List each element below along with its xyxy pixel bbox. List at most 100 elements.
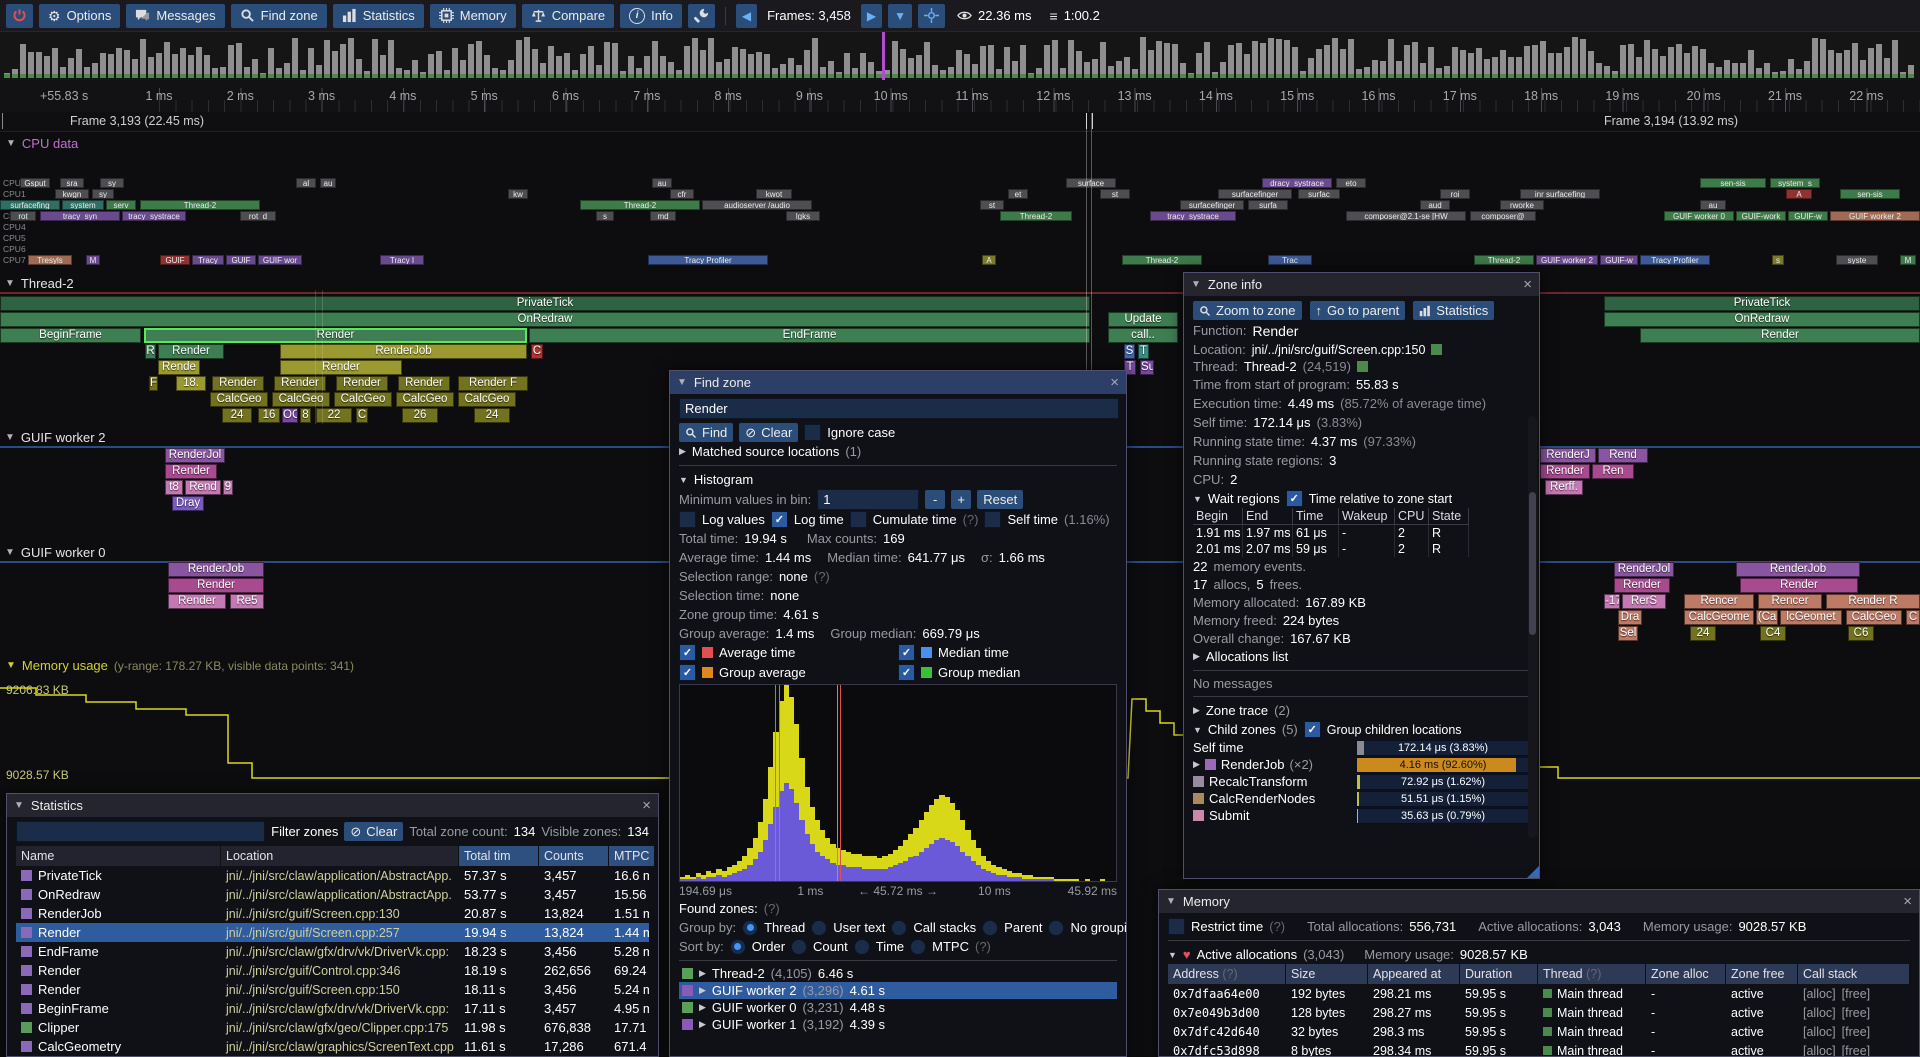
power-button[interactable] [6,3,33,28]
found-zone-group[interactable]: ▶ GUIF worker 0 (3,231) 4.48 s [679,999,1117,1016]
cpu-zone[interactable]: s [1772,255,1784,265]
frame-bar[interactable] [92,62,98,78]
cpu-zone[interactable]: surfacefing [0,200,60,210]
group-by-radio-call-stacks[interactable] [891,919,908,936]
frame-bar[interactable] [1852,42,1858,78]
frame-bar[interactable] [1580,39,1586,78]
frame-bar[interactable] [132,58,138,78]
memory-column-header[interactable]: Appeared at [1368,964,1460,984]
frame-bar[interactable] [1452,47,1458,78]
tools-button[interactable] [687,3,715,28]
timeline-zone[interactable]: S [1124,344,1135,359]
frame-bar[interactable] [1508,57,1514,78]
frame-bar[interactable] [1596,62,1602,78]
frame-bar[interactable] [364,71,370,78]
frame-bar[interactable] [308,47,314,78]
memory-column-header[interactable]: Duration [1460,964,1538,984]
next-frame-button[interactable]: ▶ [860,3,883,28]
cpu-zone[interactable]: GUIF wor [258,255,302,265]
frame-bar[interactable] [68,57,74,78]
frame-bar[interactable] [1612,71,1618,78]
frame-bar[interactable] [1484,58,1490,78]
time-relative-checkbox[interactable] [1285,490,1303,507]
frame-bar[interactable] [228,44,234,78]
frame-bar[interactable] [1668,47,1674,78]
timeline-zone[interactable]: Rencer [1684,594,1754,609]
cpu-zone[interactable]: rot_d [240,211,276,221]
cpu-zone[interactable]: rot [10,211,36,221]
cpu-zone[interactable]: audioserver /audio [702,200,812,210]
frame-bar[interactable] [1428,47,1434,78]
frame-bar[interactable] [508,60,514,78]
timeline-zone[interactable]: Render [158,344,224,359]
zone-statistics-button[interactable]: Statistics [1413,301,1495,320]
frame-bar[interactable] [908,57,914,78]
frame-bar[interactable] [724,59,730,78]
legend-checkbox[interactable] [898,663,915,681]
frame-bar[interactable] [124,49,130,78]
cpu-zone[interactable]: Gsput [20,178,50,188]
frame-bar[interactable] [1468,52,1474,78]
cpu-zone[interactable]: s [596,211,614,221]
timeline-zone[interactable]: CalcGeo [334,392,392,407]
frame-bar[interactable] [660,55,666,78]
cpu-zone[interactable]: composer@ [1470,211,1536,221]
frame-bar[interactable] [1348,39,1354,78]
frame-bar[interactable] [1732,63,1738,78]
frame-bar[interactable] [1044,45,1050,78]
frame-bar[interactable] [12,69,18,78]
frame-bar[interactable] [604,41,610,78]
frame-bar[interactable] [1076,51,1082,78]
frame-bar[interactable] [452,47,458,78]
statistics-titlebar[interactable]: ▼ Statistics × [7,794,658,817]
frame-bar[interactable] [820,67,826,78]
found-zone-group[interactable]: ▶ GUIF worker 1 (3,192) 4.39 s [679,1016,1117,1033]
frame-bar[interactable] [644,56,650,78]
frame-bar[interactable] [340,44,346,78]
frame-bar[interactable] [1828,49,1834,78]
frame-bar[interactable] [444,70,450,78]
frame-bar[interactable] [692,37,698,78]
frame-bar[interactable] [588,45,594,78]
frame-bar[interactable] [1116,61,1122,78]
timeline-zone[interactable]: T [1124,360,1136,375]
timeline-zone[interactable]: PrivateTick [0,296,1090,311]
timeline-zone[interactable]: Render [1740,578,1858,593]
cpu-zone[interactable]: tracy_syn [40,211,120,221]
timeline-zone[interactable]: Rencer [1758,594,1822,609]
cpu-zone[interactable]: sra [60,178,84,188]
frame-bar[interactable] [1764,63,1770,78]
scrollbar-thumb[interactable] [1529,491,1536,636]
cpu-zone[interactable]: GUIF worker 2 [1536,255,1598,265]
timeline-zone[interactable]: 24 [222,408,252,423]
frame-bar[interactable] [1068,39,1074,78]
cpu-zone[interactable]: GUIF [226,255,256,265]
frame-bar[interactable] [1868,47,1874,78]
found-zone-group[interactable]: ▶ Thread-2 (4,105) 6.46 s [679,965,1117,982]
frame-bar[interactable] [1844,49,1850,78]
frame-bar[interactable] [1500,49,1506,78]
statistics-row[interactable]: Render jni/../jni/src/guif/Screen.cpp:150… [16,980,649,999]
legend-checkbox[interactable] [898,643,915,661]
legend-item[interactable]: Group median [898,663,1117,681]
cpu-zone[interactable]: rworke [1500,200,1544,210]
frame-bar[interactable] [1084,62,1090,78]
cpu-zone[interactable]: GUIF-work [1736,211,1786,221]
frame-bar[interactable] [1132,68,1138,78]
timeline-zone[interactable]: (Ca [1756,610,1778,625]
frame-bar[interactable] [1260,43,1266,78]
frame-bar[interactable] [1492,57,1498,78]
frame-bar[interactable] [1780,70,1786,78]
cpu-data-header[interactable]: ▼ CPU data [6,136,78,151]
timeline-zone[interactable]: 9 [223,480,233,495]
frame-bar[interactable] [188,55,194,78]
frame-bar[interactable] [1148,50,1154,78]
frames-overview-strip[interactable] [0,32,1920,81]
timeline-zone[interactable]: 24 [474,408,510,423]
cpu-zone[interactable]: GUIF worker 2 [1830,211,1920,221]
frame-bar[interactable] [156,52,162,78]
statistics-row[interactable]: PrivateTick jni/../jni/src/claw/applicati… [16,866,649,885]
frame-bar[interactable] [956,49,962,78]
frame-bar[interactable] [1372,60,1378,78]
frame-bar[interactable] [1788,59,1794,78]
